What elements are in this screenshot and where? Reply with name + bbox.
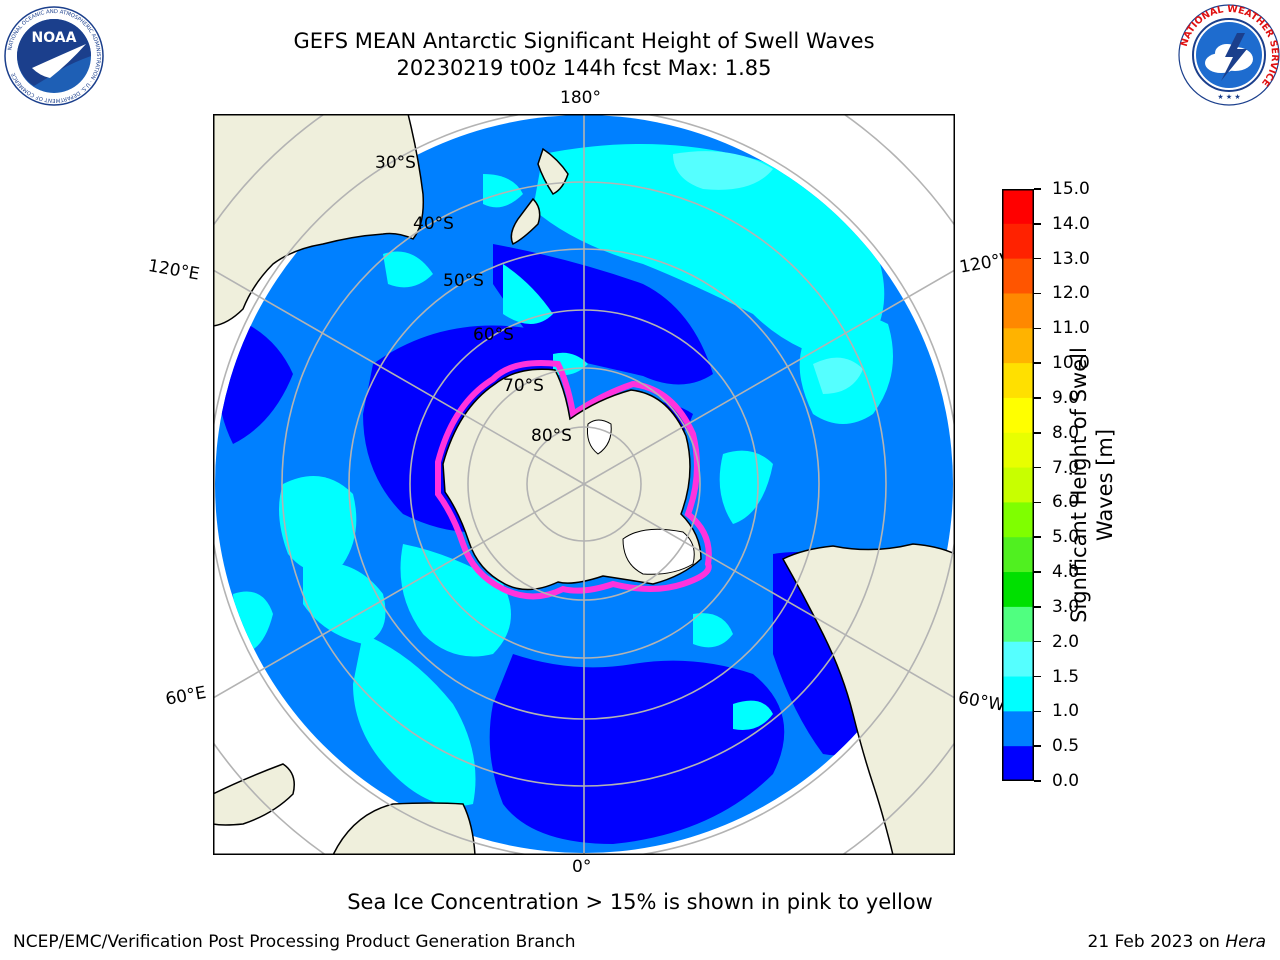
lon-label-0: 0° <box>572 857 592 877</box>
lon-label-60e: 60°E <box>164 682 208 710</box>
colorbar-band <box>1002 676 1034 712</box>
colorbar-label-line1: Significant Height of Swell <box>1067 347 1091 623</box>
colorbar-tick-mark <box>1034 640 1041 643</box>
swell-mid-regions <box>233 144 893 806</box>
colorbar-band <box>1002 432 1034 469</box>
colorbar-band <box>1002 258 1034 294</box>
lat-label-70s: 70°S <box>503 376 544 396</box>
map-border <box>213 114 955 855</box>
colorbar-tick-label: 6.0 <box>1052 492 1080 513</box>
colorbar-band <box>1002 363 1034 399</box>
colorbar-band <box>1002 572 1034 608</box>
colorbar-tick-mark <box>1034 466 1041 469</box>
colorbar-band <box>1002 606 1034 643</box>
graticule <box>213 114 955 855</box>
lat-label-30s: 30°S <box>375 153 416 173</box>
colorbar-tick-mark <box>1034 327 1041 330</box>
nws-logo: NATIONAL WEATHER SERVICE ★ ★ ★ <box>1178 4 1280 106</box>
colorbar-tick-mark <box>1034 397 1041 399</box>
lat-label-50s: 50°S <box>443 271 484 291</box>
colorbar-tick-label: 5.0 <box>1052 527 1080 548</box>
colorbar-tick-label: 8.0 <box>1052 422 1080 443</box>
colorbar-label: Significant Height of Swell Waves [m] <box>1066 335 1118 635</box>
colorbar-tick-label: 12.0 <box>1052 283 1090 304</box>
colorbar-tick-mark <box>1034 536 1041 538</box>
lat-label-80s: 80°S <box>531 426 572 446</box>
colorbar-tick-label: 11.0 <box>1052 318 1090 339</box>
colorbar-tick-label: 0.5 <box>1052 736 1080 757</box>
colorbar-tick-label: 1.5 <box>1052 666 1080 687</box>
colorbar-tick-label: 14.0 <box>1052 213 1090 234</box>
small-landmass <box>213 763 295 826</box>
lon-label-120e: 120°E <box>146 256 201 285</box>
footer-host: Hera <box>1225 932 1266 952</box>
lat-label-60s: 60°S <box>473 325 514 345</box>
footer-date: 21 Feb 2023 on Hera <box>1088 932 1266 952</box>
colorbar-band <box>1002 711 1034 747</box>
south-america <box>781 543 955 855</box>
chart-subtitle: 20230219 t00z 144h fcst Max: 1.85 <box>396 56 772 80</box>
footer-credit: NCEP/EMC/Verification Post Processing Pr… <box>13 932 576 952</box>
colorbar-tick-label: 2.0 <box>1052 631 1080 652</box>
lon-label-180: 180° <box>560 88 601 108</box>
colorbar-tick-mark <box>1034 362 1041 364</box>
svg-text:★ ★ ★: ★ ★ ★ <box>1217 93 1240 101</box>
lat-label-40s: 40°S <box>413 214 454 234</box>
colorbar-tick-mark <box>1034 675 1041 678</box>
colorbar-tick-label: 10.0 <box>1052 353 1090 374</box>
colorbar-tick-mark <box>1034 257 1041 260</box>
colorbar-tick-mark <box>1034 606 1041 608</box>
colorbar-tick-label: 13.0 <box>1052 248 1090 269</box>
colorbar-band <box>1002 189 1034 225</box>
africa <box>332 802 476 855</box>
lon-label-60w: 60°W <box>956 688 1005 716</box>
colorbar-band <box>1002 746 1034 781</box>
colorbar-tick-label: 1.0 <box>1052 701 1080 722</box>
chart-title: GEFS MEAN Antarctic Significant Height o… <box>293 29 875 53</box>
colorbar-band <box>1002 328 1034 364</box>
colorbar <box>1002 189 1034 781</box>
colorbar-tick-mark <box>1034 223 1041 225</box>
colorbar-band <box>1002 641 1034 678</box>
colorbar-tick-label: 4.0 <box>1052 562 1080 583</box>
colorbar-tick-mark <box>1034 501 1041 504</box>
sea-ice-note: Sea Ice Concentration > 15% is shown in … <box>347 890 933 914</box>
colorbar-band <box>1002 537 1034 573</box>
new-zealand-south <box>510 197 541 246</box>
noaa-logo-text: NOAA <box>32 30 77 46</box>
colorbar-tick-label: 0.0 <box>1052 771 1080 791</box>
colorbar-tick-label: 15.0 <box>1052 179 1090 199</box>
colorbar-tick-mark <box>1034 745 1041 747</box>
polar-map: 30°S 40°S 50°S 60°S 70°S 80°S <box>213 114 955 855</box>
colorbar-band <box>1002 223 1034 260</box>
colorbar-band <box>1002 467 1034 503</box>
footer-date-text: 21 Feb 2023 on <box>1087 932 1226 952</box>
colorbar-label-line2: Waves [m] <box>1093 428 1117 542</box>
colorbar-band <box>1002 397 1034 434</box>
colorbar-band <box>1002 502 1034 538</box>
colorbar-tick-mark <box>1034 432 1041 434</box>
noaa-logo: NOAA NATIONAL OCEANIC AND ATMOSPHERIC AD… <box>4 6 104 106</box>
swell-high-regions <box>673 151 863 394</box>
weddell-ice-shelf <box>622 528 695 575</box>
colorbar-tick-mark <box>1034 571 1041 573</box>
colorbar-tick-mark <box>1034 710 1041 713</box>
colorbar-tick-mark <box>1034 292 1041 295</box>
colorbar-tick-mark <box>1034 780 1041 782</box>
colorbar-tick-label: 9.0 <box>1052 387 1080 408</box>
colorbar-tick-mark <box>1034 188 1041 190</box>
colorbar-tick-label: 3.0 <box>1052 596 1080 617</box>
colorbar-tick-label: 7.0 <box>1052 457 1080 478</box>
colorbar-band <box>1002 293 1034 329</box>
